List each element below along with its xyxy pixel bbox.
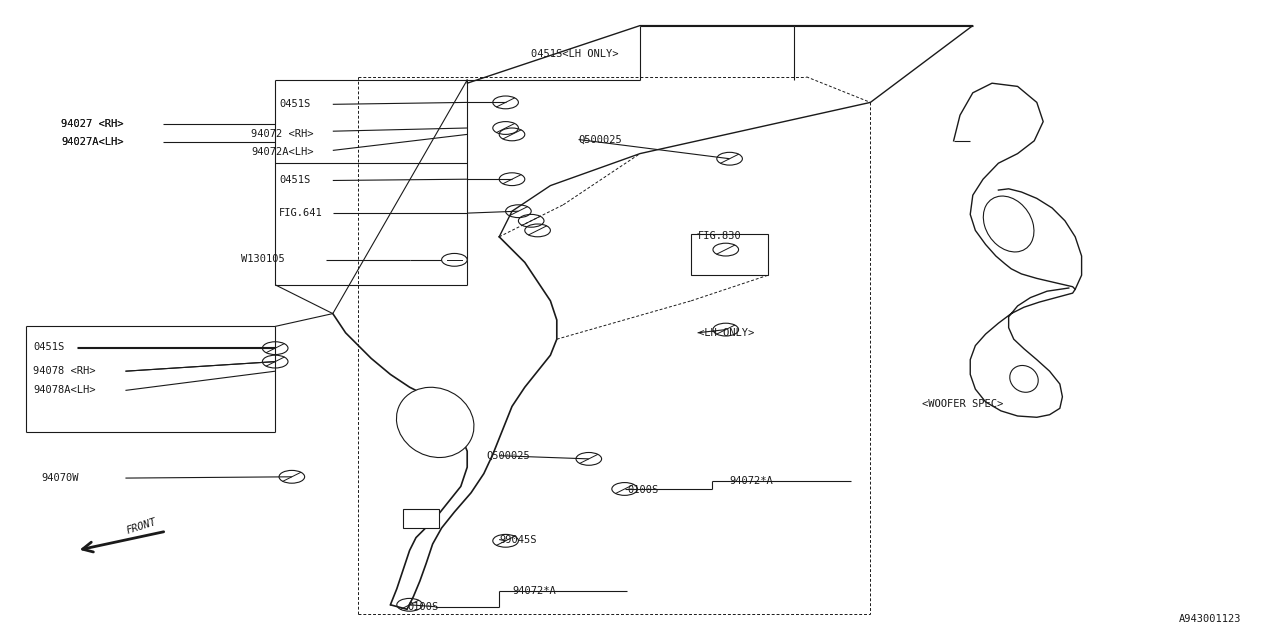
Text: FIG.641: FIG.641 xyxy=(279,208,323,218)
Text: A943001123: A943001123 xyxy=(1179,614,1242,624)
Text: 94078 <RH>: 94078 <RH> xyxy=(33,366,96,376)
Text: 94072 <RH>: 94072 <RH> xyxy=(251,129,314,140)
Text: <LH ONLY>: <LH ONLY> xyxy=(698,328,754,338)
Text: Q500025: Q500025 xyxy=(486,451,530,461)
Bar xyxy=(403,509,439,528)
Text: 94027A<LH>: 94027A<LH> xyxy=(61,137,124,147)
Text: 94027A<LH>: 94027A<LH> xyxy=(61,137,124,147)
Bar xyxy=(691,234,768,275)
Text: 94072*A: 94072*A xyxy=(730,476,773,486)
Circle shape xyxy=(442,253,467,266)
Text: W130105: W130105 xyxy=(241,253,284,264)
Text: 94072*A: 94072*A xyxy=(512,586,556,596)
Text: FIG.830: FIG.830 xyxy=(698,230,741,241)
Text: FRONT: FRONT xyxy=(125,516,159,536)
Text: 0451S: 0451S xyxy=(33,342,64,352)
Text: 94070W: 94070W xyxy=(41,473,78,483)
Text: 0451S<LH ONLY>: 0451S<LH ONLY> xyxy=(531,49,618,60)
Text: 0100S: 0100S xyxy=(407,602,438,612)
Ellipse shape xyxy=(397,387,474,458)
Text: <WOOFER SPEC>: <WOOFER SPEC> xyxy=(922,399,1002,410)
Text: 0451S: 0451S xyxy=(279,99,310,109)
Text: 99045S: 99045S xyxy=(499,534,536,545)
Text: Q500025: Q500025 xyxy=(579,134,622,145)
Text: 94072A<LH>: 94072A<LH> xyxy=(251,147,314,157)
Text: 94027 <RH>: 94027 <RH> xyxy=(61,119,124,129)
Ellipse shape xyxy=(983,196,1034,252)
Text: 94027 <RH>: 94027 <RH> xyxy=(61,119,124,129)
Text: 94078A<LH>: 94078A<LH> xyxy=(33,385,96,396)
Ellipse shape xyxy=(1010,365,1038,392)
Text: 0451S: 0451S xyxy=(279,175,310,186)
Text: 0100S: 0100S xyxy=(627,485,658,495)
